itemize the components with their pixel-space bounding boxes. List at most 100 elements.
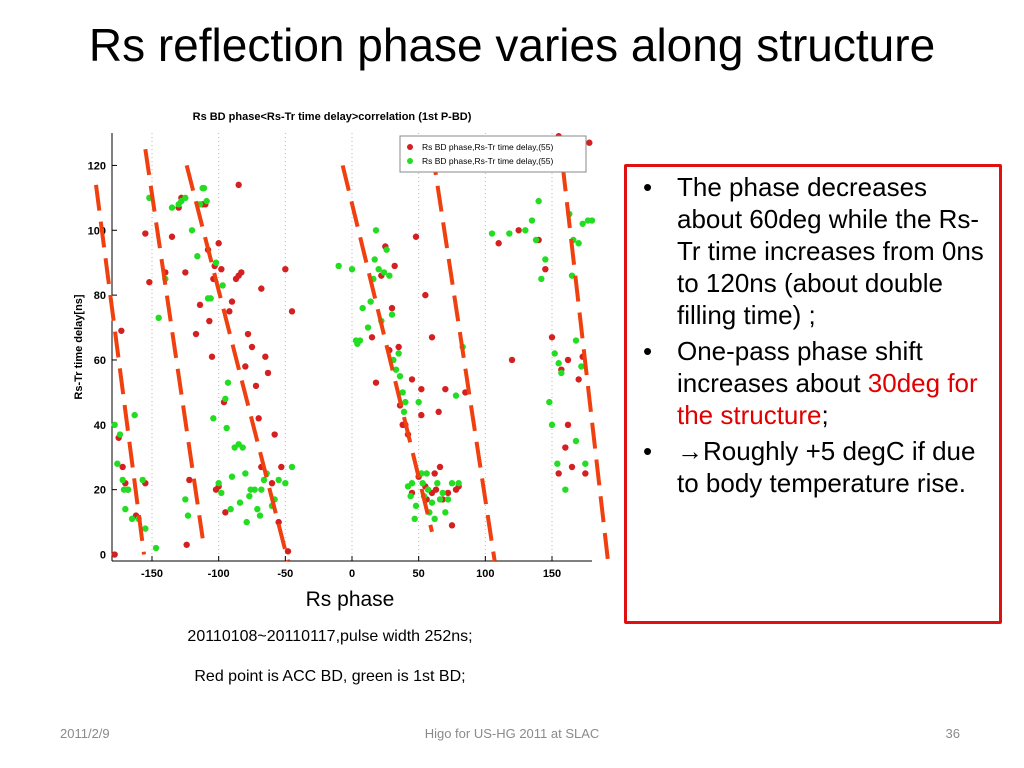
- red-data-point: [395, 343, 402, 351]
- red-data-point: [142, 230, 149, 237]
- red-data-point: [555, 470, 562, 477]
- bullet-dot: •: [643, 436, 653, 466]
- footer-date: 2011/2/9: [60, 726, 110, 741]
- red-data-point: [226, 308, 233, 315]
- green-data-point: [364, 324, 372, 331]
- red-data-point: [568, 463, 576, 471]
- red-data-point: [258, 285, 265, 292]
- red-data-point: [586, 139, 593, 146]
- green-data-point: [236, 499, 244, 506]
- bullet-dot: •: [643, 172, 653, 202]
- red-data-point: [208, 353, 216, 360]
- green-data-point: [359, 304, 366, 312]
- red-data-point: [264, 369, 272, 377]
- bullet-item-2: • One-pass phase shift increases about 3…: [641, 335, 993, 431]
- green-data-point: [224, 379, 232, 386]
- legend-box: [399, 135, 587, 173]
- green-data-point: [207, 295, 214, 302]
- green-data-point: [548, 421, 556, 429]
- green-data-point: [227, 505, 234, 513]
- green-data-point: [124, 486, 132, 493]
- green-data-point: [408, 479, 416, 487]
- green-data-point: [424, 486, 432, 493]
- green-data-point: [407, 492, 414, 500]
- green-data-point: [243, 518, 250, 526]
- green-data-point: [182, 496, 189, 503]
- green-data-point: [555, 360, 562, 367]
- green-data-point: [436, 496, 444, 503]
- green-data-point: [184, 512, 192, 519]
- green-data-point: [348, 265, 356, 273]
- bullet-text-2-highlight: 30deg for the structure: [677, 368, 978, 430]
- x-tick-label: -150: [141, 568, 163, 580]
- arrow-icon: →: [677, 436, 703, 466]
- red-data-point: [548, 334, 556, 341]
- red-data-point: [196, 301, 204, 309]
- green-data-point: [122, 505, 129, 513]
- red-data-point: [238, 269, 245, 276]
- red-data-point: [428, 334, 436, 341]
- green-data-point: [128, 515, 136, 523]
- green-data-point: [428, 499, 436, 506]
- red-data-point: [515, 227, 522, 234]
- notes-bullet-list: • The phase decreases about 60deg while …: [641, 171, 993, 503]
- green-data-point: [488, 230, 496, 237]
- green-data-point: [203, 197, 210, 205]
- green-data-point: [579, 220, 586, 227]
- green-data-point: [111, 421, 118, 429]
- green-data-point: [256, 512, 264, 519]
- green-data-point: [212, 259, 220, 266]
- green-data-point: [532, 236, 540, 244]
- red-data-point: [444, 489, 452, 497]
- red-data-point: [228, 298, 236, 305]
- green-data-point: [380, 269, 388, 276]
- x-tick-label: 50: [413, 568, 425, 580]
- green-data-point: [415, 398, 422, 406]
- green-data-point: [335, 262, 342, 270]
- green-data-point: [139, 476, 146, 484]
- green-data-point: [399, 389, 406, 396]
- red-data-point: [575, 376, 582, 383]
- green-data-point: [431, 515, 438, 523]
- y-tick-label: 80: [94, 290, 106, 302]
- green-data-point: [575, 240, 582, 247]
- green-data-point: [222, 395, 229, 403]
- legend-label: Rs BD phase,Rs-Tr time delay,(55): [422, 156, 553, 166]
- green-data-point: [219, 282, 226, 289]
- red-data-point: [244, 330, 252, 338]
- green-data-point: [131, 411, 138, 419]
- chart-title: Rs BD phase<Rs-Tr time delay>correlation…: [193, 111, 472, 123]
- chart-caption-legend-note: Red point is ACC BD, green is 1st BD;: [194, 668, 466, 685]
- green-data-point: [242, 470, 249, 477]
- red-data-point: [288, 308, 296, 315]
- red-data-point: [542, 265, 549, 273]
- green-data-point: [251, 486, 258, 493]
- red-data-point: [252, 382, 260, 390]
- green-data-point: [260, 476, 268, 484]
- trend-dashed-line: [184, 164, 290, 562]
- green-data-point: [402, 398, 409, 406]
- red-data-point: [391, 262, 398, 270]
- green-data-point: [578, 363, 585, 370]
- x-tick-label: 150: [543, 568, 561, 580]
- green-data-point: [182, 194, 189, 202]
- red-data-point: [422, 291, 429, 299]
- red-data-point: [111, 551, 118, 558]
- red-data-point: [118, 327, 125, 334]
- green-data-point: [396, 372, 404, 380]
- green-data-point: [116, 431, 124, 438]
- green-data-point: [288, 463, 296, 471]
- green-data-point: [542, 256, 549, 263]
- red-data-point: [271, 431, 278, 438]
- green-data-point: [210, 415, 217, 422]
- red-data-point: [284, 548, 292, 555]
- footer-page-number: 36: [945, 726, 960, 741]
- green-data-point: [535, 197, 542, 205]
- green-data-point: [246, 492, 253, 500]
- red-data-point: [268, 479, 276, 487]
- green-data-point: [448, 479, 456, 487]
- red-data-point: [412, 233, 420, 240]
- green-data-point: [395, 350, 402, 357]
- red-data-point: [278, 463, 285, 471]
- green-data-point: [562, 486, 569, 493]
